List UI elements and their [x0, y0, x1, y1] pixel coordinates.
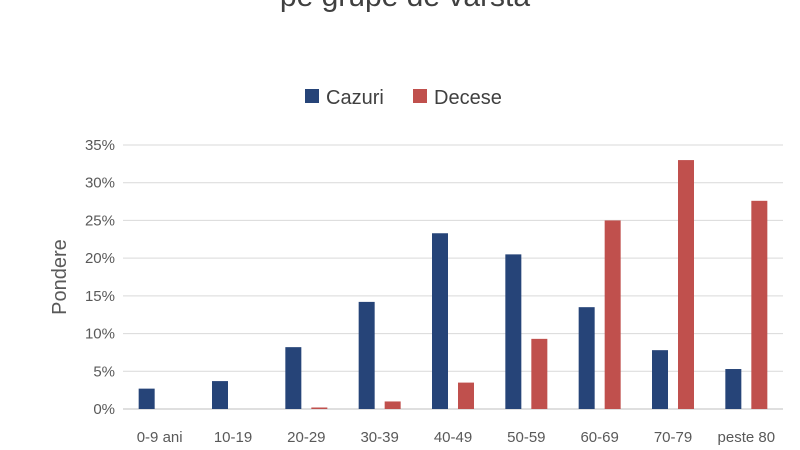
- x-tick-label: 70-79: [654, 429, 692, 446]
- legend-swatch-cazuri: [305, 89, 319, 103]
- bar-cazuri-30-39: [358, 301, 375, 409]
- y-tick-label: 15%: [85, 288, 115, 305]
- x-tick-label: 10-19: [214, 429, 252, 446]
- y-tick-label: 25%: [85, 212, 115, 229]
- bar-decese-50-59: [531, 338, 548, 409]
- bar-cazuri-40-49: [432, 233, 448, 409]
- legend-label-decese: Decese: [434, 87, 502, 109]
- x-tick-label: 0-9 ani: [137, 429, 183, 446]
- bar-cazuri-0-9-ani: [138, 388, 155, 409]
- y-tick-label: 30%: [85, 175, 115, 192]
- legend-swatch-decese: [413, 89, 427, 103]
- x-tick-label: 20-29: [287, 429, 325, 446]
- x-tick-label: peste 80: [718, 429, 776, 446]
- bar-decese-70-79: [678, 160, 694, 409]
- bars: [138, 160, 768, 409]
- y-tick-label: 20%: [85, 250, 115, 267]
- y-tick-label: 35%: [85, 137, 115, 154]
- y-axis-label: Pondere: [49, 239, 71, 315]
- bar-decese-40-49: [458, 382, 474, 409]
- y-axis-ticks: 0% 5% 10% 15% 20% 25% 30% 35%: [85, 137, 115, 418]
- legend-label-cazuri: Cazuri: [326, 87, 384, 109]
- chart-title: pe grupe de vârstă: [280, 0, 530, 13]
- bar-decese-60-69: [604, 220, 621, 409]
- x-axis-ticks: 0-9 ani 10-19 20-29 30-39 40-49 50-59 60-69 70-…: [137, 429, 775, 446]
- x-tick-label: 50-59: [507, 429, 545, 446]
- y-tick-label: 5%: [93, 363, 115, 380]
- bar-decese-peste-80: [751, 200, 768, 409]
- bar-decese-30-39: [384, 401, 401, 409]
- y-tick-label: 10%: [85, 326, 115, 343]
- x-tick-label: 30-39: [360, 429, 398, 446]
- bar-cazuri-peste-80: [725, 369, 742, 409]
- gridlines: [123, 144, 783, 410]
- legend: Cazuri Decese: [305, 87, 502, 109]
- bar-decese-20-29: [311, 407, 328, 409]
- bar-cazuri-70-79: [652, 350, 668, 409]
- bar-cazuri-50-59: [505, 254, 522, 409]
- x-tick-label: 60-69: [580, 429, 618, 446]
- y-tick-label: 0%: [93, 401, 115, 418]
- bar-cazuri-10-19: [212, 381, 228, 409]
- bar-cazuri-20-29: [285, 347, 302, 409]
- x-tick-label: 40-49: [434, 429, 472, 446]
- bar-cazuri-60-69: [578, 307, 595, 409]
